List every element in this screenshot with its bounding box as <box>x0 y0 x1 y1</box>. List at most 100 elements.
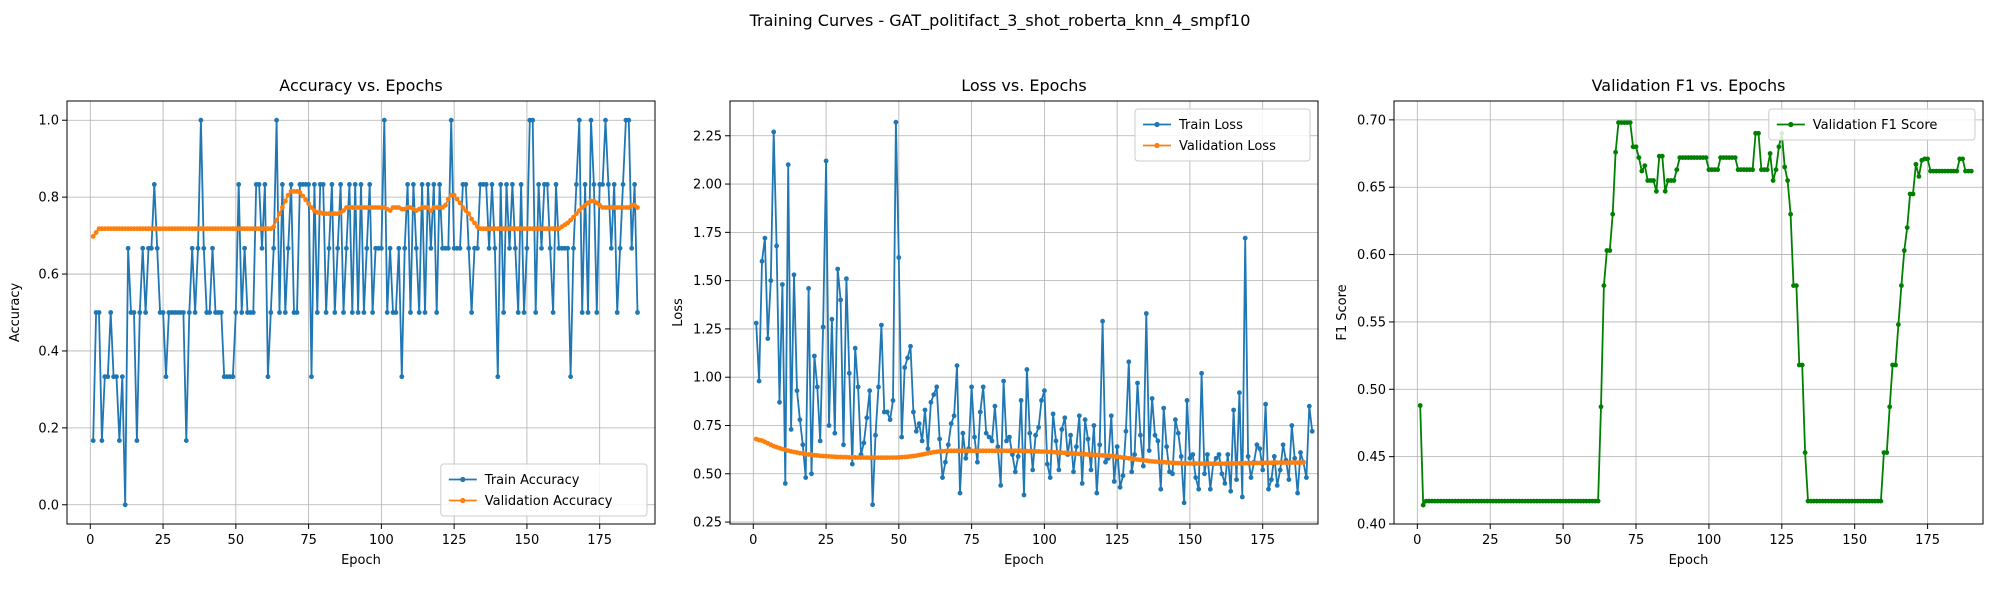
legend-swatch-marker <box>460 476 466 483</box>
data-point <box>256 182 262 187</box>
data-point <box>960 430 966 436</box>
legend-label: Validation Accuracy <box>485 494 613 509</box>
data-point <box>992 403 998 409</box>
data-point <box>890 398 896 403</box>
data-point <box>154 245 160 251</box>
data-point <box>576 117 582 123</box>
data-point <box>635 310 640 315</box>
data-point <box>797 417 803 423</box>
data-point <box>606 182 611 187</box>
data-point <box>451 192 457 198</box>
data-point <box>1671 178 1677 183</box>
data-point <box>893 119 899 125</box>
data-point <box>181 310 186 315</box>
data-point <box>309 205 314 210</box>
legend-box <box>1768 108 1976 141</box>
axes-frame <box>66 100 656 525</box>
data-point <box>236 182 242 187</box>
data-point <box>989 438 995 444</box>
data-point <box>1202 471 1207 477</box>
data-point <box>550 310 556 315</box>
data-point <box>341 310 346 315</box>
data-point <box>928 399 934 405</box>
data-point <box>1231 407 1236 413</box>
data-point <box>1607 248 1613 253</box>
data-point <box>515 310 521 315</box>
data-point <box>565 245 571 251</box>
y-tick-label: 0.50 <box>693 467 722 482</box>
data-point <box>437 182 442 187</box>
data-point <box>1263 401 1268 407</box>
series-validation-accuracy <box>90 189 640 239</box>
data-point <box>1750 167 1755 173</box>
legend-swatch-marker <box>460 497 466 504</box>
data-point <box>1100 318 1105 324</box>
data-point <box>454 196 460 202</box>
data-point <box>1799 362 1805 368</box>
data-point <box>1785 178 1790 183</box>
y-tick-label: 1.75 <box>693 226 722 241</box>
data-point <box>876 384 881 390</box>
data-point <box>1042 388 1047 394</box>
data-point <box>1654 188 1659 194</box>
data-point <box>1085 436 1091 442</box>
data-point <box>399 374 405 380</box>
data-point <box>925 446 931 452</box>
chart-panel-validation-f1-vs-epochs: 0 25 50 75 100 125 150 175 0.40 0.45 0.50 0.55 0.60 0… <box>1335 76 1984 568</box>
data-point <box>1219 471 1225 477</box>
data-point <box>1257 446 1263 452</box>
data-point <box>1123 428 1129 434</box>
data-point <box>501 310 506 315</box>
data-point <box>591 182 597 187</box>
data-point <box>1301 460 1306 465</box>
data-point <box>312 182 317 187</box>
data-point <box>571 245 576 251</box>
data-point <box>1896 322 1901 327</box>
data-point <box>1062 415 1068 421</box>
data-point <box>957 490 963 496</box>
data-point <box>977 409 983 415</box>
data-point <box>1088 467 1094 473</box>
data-point <box>408 310 413 315</box>
y-tick-label: 0.2 <box>38 421 59 436</box>
data-point <box>954 363 960 368</box>
data-point <box>358 182 364 187</box>
data-point <box>1012 469 1018 475</box>
y-tick-label: 2.00 <box>693 178 722 193</box>
x-tick-label: 150 <box>1842 533 1867 548</box>
y-tick-label: 0.40 <box>1357 518 1386 533</box>
data-point <box>504 182 509 187</box>
data-point <box>349 310 355 315</box>
y-tick-label: 0.6 <box>38 268 59 283</box>
data-point <box>335 245 341 251</box>
data-point <box>134 438 140 443</box>
legend-box <box>1134 108 1311 162</box>
data-point <box>445 196 451 202</box>
data-point <box>1627 120 1633 125</box>
data-point <box>361 310 367 315</box>
y-tick-label: 0.8 <box>38 191 59 206</box>
data-point <box>568 374 573 380</box>
data-point <box>122 502 128 508</box>
data-point <box>765 336 771 341</box>
data-point <box>620 182 626 187</box>
data-point <box>265 374 271 380</box>
data-point <box>1126 359 1132 365</box>
data-point <box>207 310 213 315</box>
data-point <box>332 310 338 315</box>
data-point <box>1010 452 1015 457</box>
data-point <box>347 182 352 187</box>
data-point <box>1033 432 1038 438</box>
data-point <box>1015 454 1021 459</box>
data-point <box>393 310 399 315</box>
data-point <box>980 384 986 390</box>
data-point <box>844 276 849 282</box>
data-point <box>463 182 469 187</box>
data-point <box>1152 432 1158 438</box>
data-point <box>585 310 591 315</box>
data-point <box>1639 168 1645 174</box>
data-point <box>576 208 582 214</box>
data-point <box>788 427 794 432</box>
data-point <box>1187 455 1193 461</box>
